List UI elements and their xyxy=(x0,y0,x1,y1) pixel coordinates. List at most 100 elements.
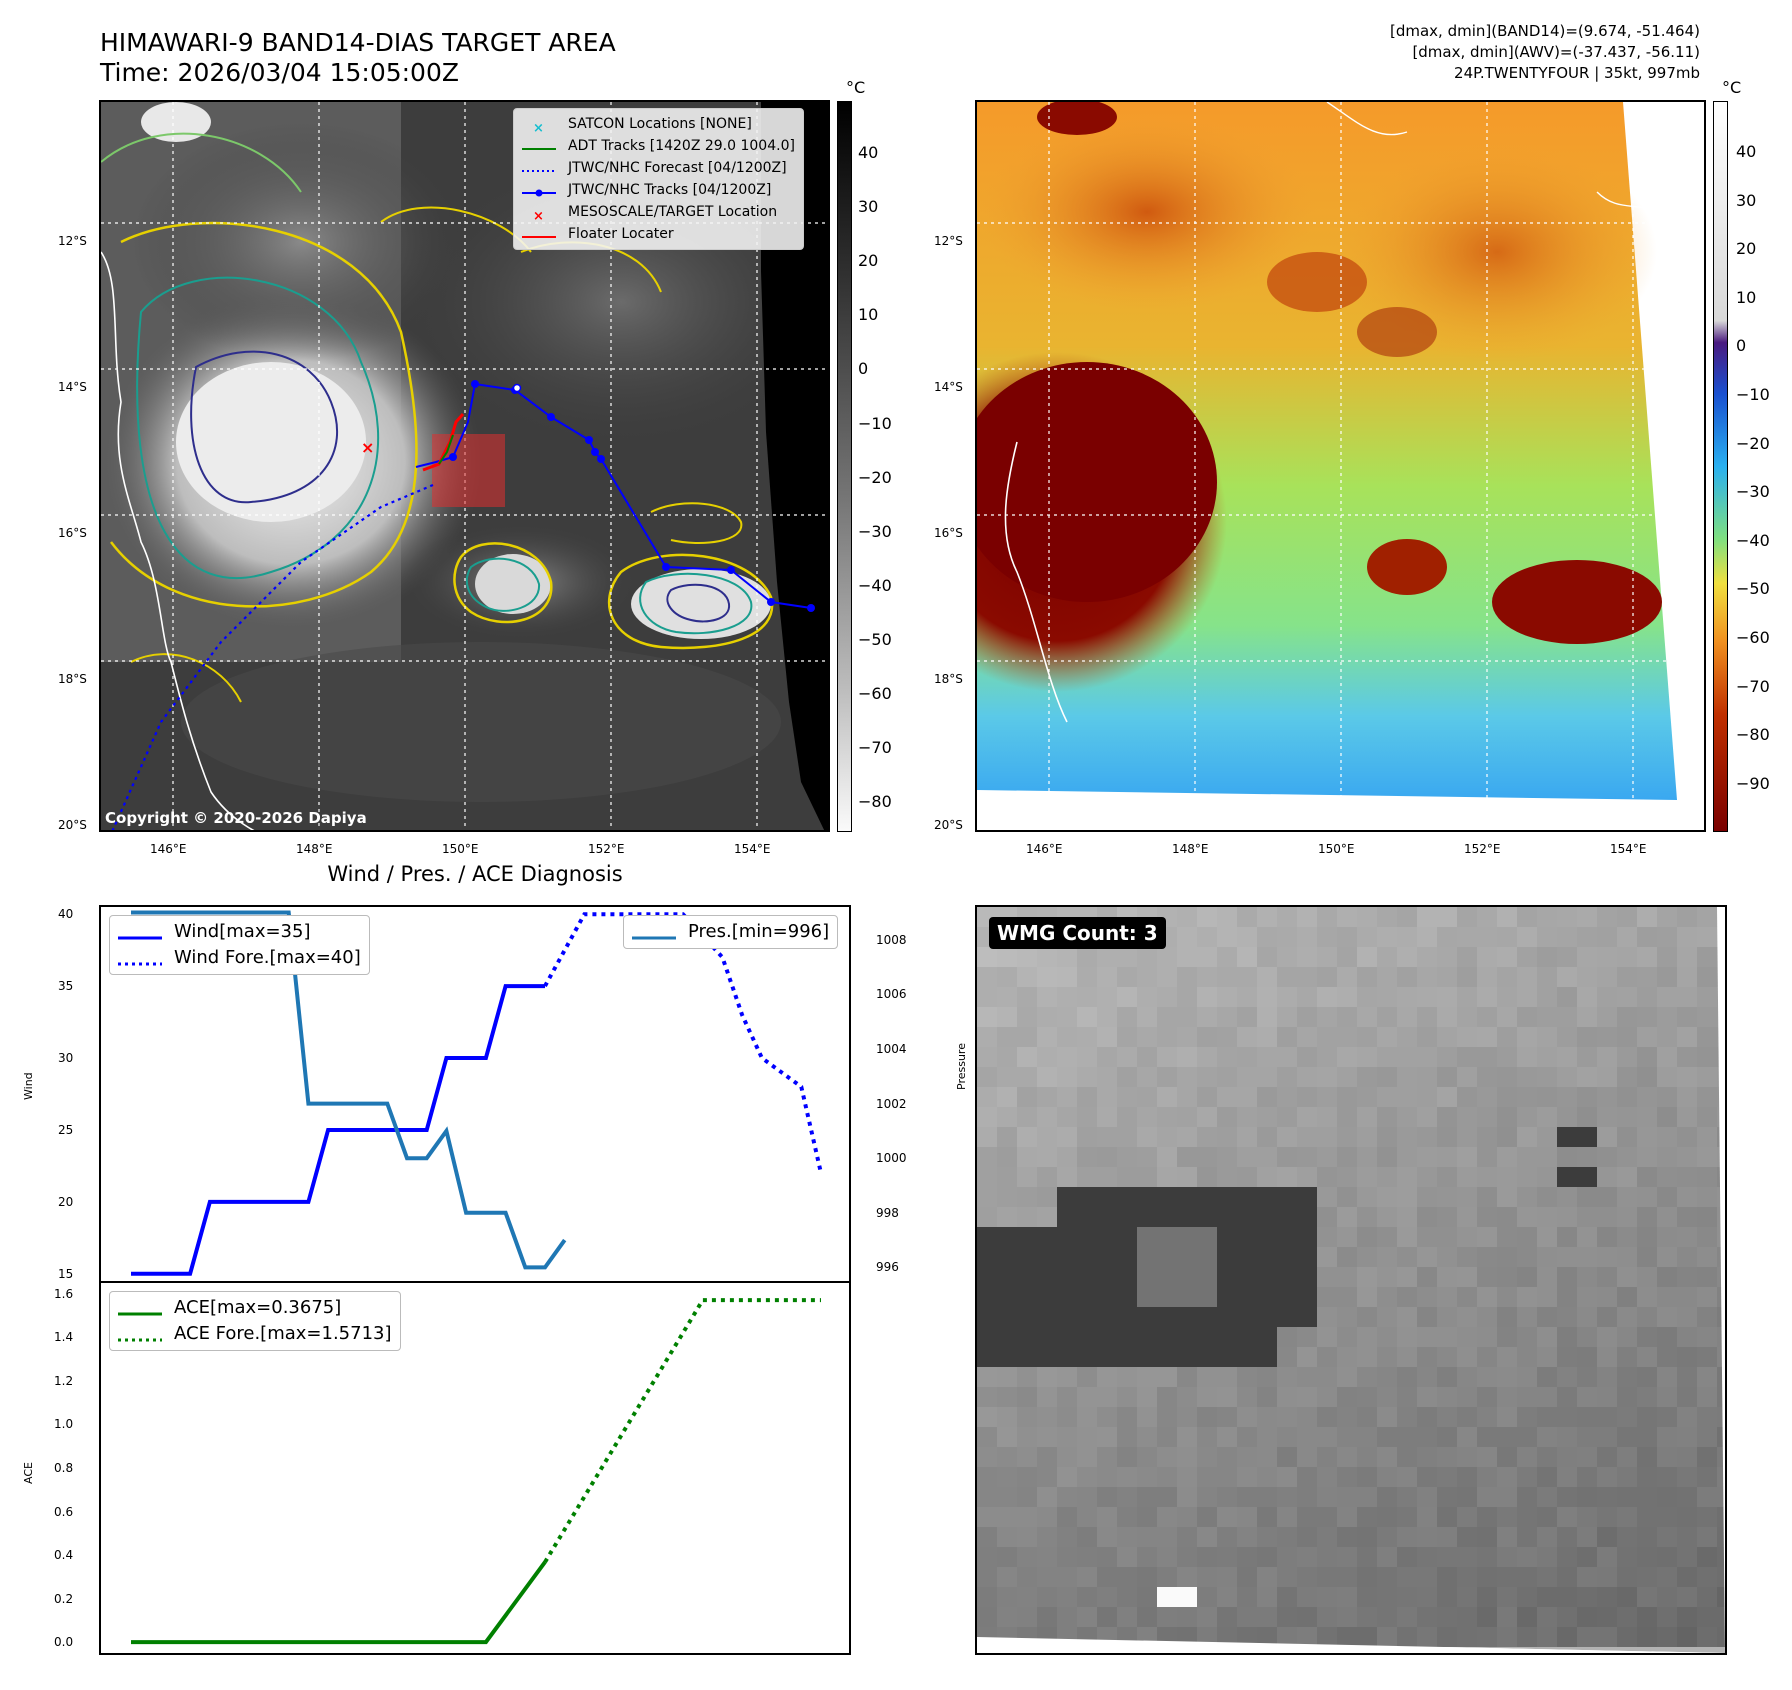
wind-axis-title: Wind xyxy=(22,1072,35,1100)
legend-ace-fore: ACE Fore.[max=1.5713] xyxy=(174,1323,392,1344)
lon-label-146e: 146°E xyxy=(150,842,187,856)
ir-color-map[interactable] xyxy=(975,100,1706,832)
ace-series-line-0 xyxy=(131,1560,547,1645)
ace-tick: 1.0 xyxy=(54,1417,74,1432)
lat-label-14s-right: 14°S xyxy=(934,380,963,394)
lat-label-12s: 12°S xyxy=(58,234,87,248)
gray-colorbar-tick: −80 xyxy=(858,792,892,812)
lon-label-150e-right: 150°E xyxy=(1318,842,1355,856)
wind-tick: 25 xyxy=(58,1122,74,1137)
color-colorbar-unit: °C xyxy=(1722,78,1742,97)
target-marker-swatch: × xyxy=(522,206,556,224)
pres-swatch xyxy=(632,926,676,940)
figure-title: HIMAWARI-9 BAND14-DIAS TARGET AREA xyxy=(100,28,616,57)
ir-grayscale-map[interactable]: × × SATCON Locations [NONE] ADT Tracks [1… xyxy=(99,100,830,832)
pressure-legend: Pres.[min=996] xyxy=(623,915,839,949)
lat-label-18s-right: 18°S xyxy=(934,672,963,686)
color-colorbar-tick: 20 xyxy=(1736,239,1757,259)
color-colorbar-tick: 40 xyxy=(1736,142,1757,161)
lon-label-146e-right: 146°E xyxy=(1026,842,1063,856)
gray-colorbar-unit: °C xyxy=(846,78,866,97)
info-band14-range: [dmax, dmin](BAND14)=(9.674, -51.464) xyxy=(1389,22,1700,40)
lon-label-150e: 150°E xyxy=(442,842,479,856)
gray-colorbar-tick: −30 xyxy=(858,521,892,541)
ace-tick: 1.6 xyxy=(54,1286,74,1301)
wind-tick: 20 xyxy=(58,1194,74,1209)
color-colorbar-tick: 10 xyxy=(1736,287,1757,307)
series-line-1 xyxy=(543,912,823,1174)
ace-series-line-1 xyxy=(543,1298,821,1564)
wmg-panel[interactable]: WMG Count: 3 xyxy=(975,905,1727,1655)
gray-colorbar-tick: −50 xyxy=(858,629,892,649)
color-colorbar-tick: −30 xyxy=(1736,482,1770,502)
wind-pressure-panel[interactable]: Wind[max=35] Wind Fore.[max=40] Pres.[mi… xyxy=(99,905,851,1283)
legend-ace: ACE[max=0.3675] xyxy=(174,1297,342,1318)
wind-tick: 35 xyxy=(58,979,74,994)
gray-colorbar-tick: −40 xyxy=(858,575,892,595)
legend-target: MESOSCALE/TARGET Location xyxy=(568,204,778,220)
pressure-tick: 1008 xyxy=(876,932,907,947)
adt-line-swatch xyxy=(522,140,556,152)
legend-tracks: JTWC/NHC Tracks [04/1200Z] xyxy=(568,182,772,198)
ace-tick: 0.8 xyxy=(54,1461,74,1475)
ace-fore-swatch xyxy=(118,1328,162,1342)
lon-label-152e: 152°E xyxy=(588,842,625,856)
color-colorbar-tick: −70 xyxy=(1736,676,1770,696)
lon-label-154e: 154°E xyxy=(734,842,771,856)
ace-panel[interactable]: ACE[max=0.3675] ACE Fore.[max=1.5713] xyxy=(99,1281,851,1655)
color-colorbar-tick: −50 xyxy=(1736,579,1770,599)
wind-fore-swatch xyxy=(118,952,162,966)
wind-tick: 30 xyxy=(58,1051,74,1066)
ace-tick: 0.6 xyxy=(54,1504,74,1519)
wind-tick: 40 xyxy=(58,907,74,922)
color-colorbar-tick: 0 xyxy=(1736,336,1747,356)
lat-label-14s: 14°S xyxy=(58,380,87,394)
lat-label-20s-right: 20°S xyxy=(934,818,963,832)
pressure-tick: 1004 xyxy=(876,1041,907,1056)
figure-time: Time: 2026/03/04 15:05:00Z xyxy=(100,58,459,87)
gray-colorbar xyxy=(837,101,852,832)
wind-tick: 15 xyxy=(58,1266,74,1281)
color-colorbar-tick: −40 xyxy=(1736,530,1770,550)
lat-label-18s: 18°S xyxy=(58,672,87,686)
ace-swatch xyxy=(118,1302,162,1316)
pressure-tick: 1002 xyxy=(876,1096,907,1111)
pressure-tick: 1006 xyxy=(876,987,907,1002)
ace-tick: 0.2 xyxy=(54,1591,74,1606)
legend-forecast: JTWC/NHC Forecast [04/1200Z] xyxy=(568,160,787,176)
gray-colorbar-tick: 0 xyxy=(858,359,869,379)
wind-legend: Wind[max=35] Wind Fore.[max=40] xyxy=(109,915,370,975)
ace-tick: 1.2 xyxy=(54,1373,74,1388)
satcon-marker-swatch: × xyxy=(522,118,556,136)
ace-axis-title: ACE xyxy=(22,1462,35,1484)
map-legend: × SATCON Locations [NONE] ADT Tracks [142… xyxy=(513,108,804,250)
color-colorbar-tick: −80 xyxy=(1736,725,1770,745)
diagnosis-title: Wind / Pres. / ACE Diagnosis xyxy=(327,862,623,886)
lat-label-20s: 20°S xyxy=(58,818,87,832)
pressure-axis-title: Pressure xyxy=(954,1043,968,1090)
svg-text:×: × xyxy=(361,438,374,457)
gray-colorbar-tick: 20 xyxy=(858,251,879,271)
lon-label-148e: 148°E xyxy=(296,842,333,856)
pressure-tick: 996 xyxy=(876,1260,899,1275)
ace-tick: 1.4 xyxy=(54,1330,74,1345)
tracks-line-swatch xyxy=(522,184,556,197)
legend-floater: Floater Locater xyxy=(568,226,674,242)
floater-box xyxy=(432,434,505,507)
legend-satcon: SATCON Locations [NONE] xyxy=(568,116,752,132)
wmg-pixel-map xyxy=(977,907,1725,1653)
lat-label-12s-right: 12°S xyxy=(934,234,963,248)
copyright-text: Copyright © 2020-2026 Dapiya xyxy=(105,809,367,827)
ir-color-map-svg xyxy=(977,102,1704,830)
gray-colorbar-tick: −70 xyxy=(858,738,892,758)
color-colorbar-tick: −20 xyxy=(1736,433,1770,453)
wind-swatch xyxy=(118,926,162,940)
gray-colorbar-tick: 10 xyxy=(858,305,879,325)
series-line-2 xyxy=(131,910,567,1270)
legend-wind-fore: Wind Fore.[max=40] xyxy=(174,947,361,968)
forecast-line-swatch xyxy=(522,162,556,174)
info-awv-range: [dmax, dmin](AWV)=(-37.437, -56.11) xyxy=(1412,43,1700,61)
svg-text:×: × xyxy=(533,121,544,133)
lon-label-152e-right: 152°E xyxy=(1464,842,1501,856)
gray-colorbar-tick: −20 xyxy=(858,467,892,487)
